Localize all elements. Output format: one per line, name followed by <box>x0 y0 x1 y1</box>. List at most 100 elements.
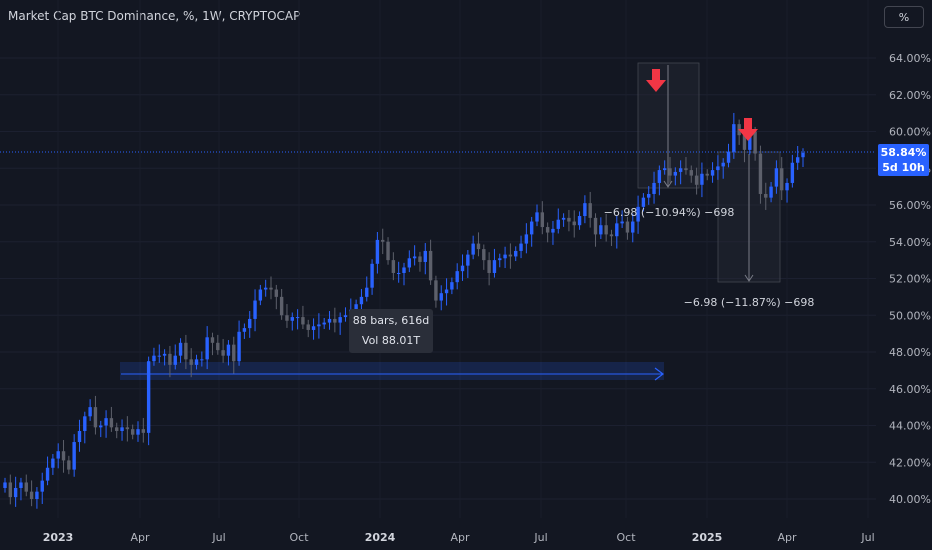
candle <box>439 285 443 311</box>
candle <box>710 162 715 183</box>
candle <box>662 160 667 175</box>
y-tick-label: 52.00% <box>889 273 931 286</box>
candle <box>115 422 119 439</box>
candle <box>801 148 805 167</box>
x-tick-label: Apr <box>130 531 150 544</box>
measure-arrowhead-1 <box>663 180 673 188</box>
candle <box>774 160 779 194</box>
candle <box>625 216 630 240</box>
date-range-fill <box>120 362 664 380</box>
date-range-volume: Vol 88.01T <box>361 334 421 347</box>
candle <box>508 243 513 269</box>
candle <box>248 311 252 338</box>
candle <box>24 474 28 497</box>
candle <box>130 424 135 440</box>
date-range-box[interactable] <box>120 362 664 381</box>
candle <box>593 213 598 247</box>
down-arrows <box>646 69 758 141</box>
time-axis[interactable]: 2023 Apr Jul Oct 2024 Apr Jul Oct 2025 Apr Jul <box>43 531 875 544</box>
candle <box>482 244 486 270</box>
date-range-bars: 88 bars, 616d <box>352 314 430 327</box>
candle <box>279 288 284 320</box>
candle <box>769 182 773 203</box>
candle <box>694 167 699 195</box>
y-tick-label: 40.00% <box>889 493 931 506</box>
candle <box>795 146 800 170</box>
x-tick-label: 2025 <box>692 531 723 544</box>
candle <box>258 284 263 306</box>
candle <box>567 209 571 232</box>
y-tick-label: 54.00% <box>889 236 931 249</box>
percent-scale-button[interactable]: % <box>884 6 924 28</box>
candle <box>503 246 507 269</box>
candle <box>790 154 795 188</box>
candle <box>444 278 449 306</box>
candle <box>652 171 656 204</box>
candle <box>705 169 709 181</box>
candles <box>3 112 805 509</box>
candle <box>487 252 491 286</box>
candle <box>758 145 763 204</box>
candle <box>3 477 7 493</box>
candle <box>721 158 725 179</box>
current-price-badge: 58.84% 5d 10h <box>878 144 929 176</box>
price-axis[interactable]: 64.00%62.00%60.00%58.00%56.00%54.00%52.0… <box>889 52 931 506</box>
candle <box>466 250 470 278</box>
candle <box>391 252 396 281</box>
candle <box>381 228 385 255</box>
candle <box>274 284 279 310</box>
y-tick-label: 56.00% <box>889 199 931 212</box>
candle <box>210 332 215 356</box>
candle <box>141 417 146 443</box>
candle <box>370 259 374 295</box>
y-tick-label: 46.00% <box>889 383 931 396</box>
candle <box>418 251 422 272</box>
candle <box>498 253 502 268</box>
candle <box>412 245 417 266</box>
candle <box>780 157 784 201</box>
candle <box>556 208 560 234</box>
candle <box>577 211 582 230</box>
candle <box>620 210 624 228</box>
chart-title: Market Cap BTC Dominance, %, 1W, CRYPTOC… <box>8 9 301 23</box>
candle <box>609 229 614 246</box>
down-arrow-2-icon[interactable] <box>738 118 758 141</box>
x-tick-label: Jul <box>211 531 225 544</box>
candle <box>146 356 151 446</box>
candle <box>51 453 55 475</box>
candle <box>678 160 683 185</box>
candle <box>689 165 693 183</box>
candle <box>423 243 427 275</box>
candle <box>700 162 704 198</box>
candle <box>45 456 50 486</box>
candle <box>269 276 273 300</box>
candle <box>529 216 534 247</box>
candle <box>35 487 39 509</box>
candle <box>29 480 34 507</box>
candle <box>242 323 247 339</box>
x-tick-label: Oct <box>616 531 636 544</box>
candle <box>524 223 529 254</box>
candle <box>322 318 326 330</box>
x-tick-label: Oct <box>289 531 309 544</box>
candle <box>253 289 257 332</box>
y-tick-label: 50.00% <box>889 309 931 322</box>
grid <box>0 57 876 500</box>
candle <box>428 239 433 285</box>
candle <box>311 318 316 340</box>
candle <box>545 222 550 243</box>
candle <box>519 235 523 259</box>
candle <box>83 411 87 444</box>
candle <box>189 348 193 378</box>
candle <box>221 338 225 363</box>
candle <box>285 304 289 328</box>
candle <box>375 232 380 274</box>
candle <box>61 440 66 473</box>
candle <box>572 210 576 238</box>
candle <box>604 214 608 242</box>
candle <box>726 143 731 168</box>
candle <box>407 250 412 273</box>
candle <box>732 112 736 159</box>
down-arrow-1-icon[interactable] <box>646 69 666 92</box>
